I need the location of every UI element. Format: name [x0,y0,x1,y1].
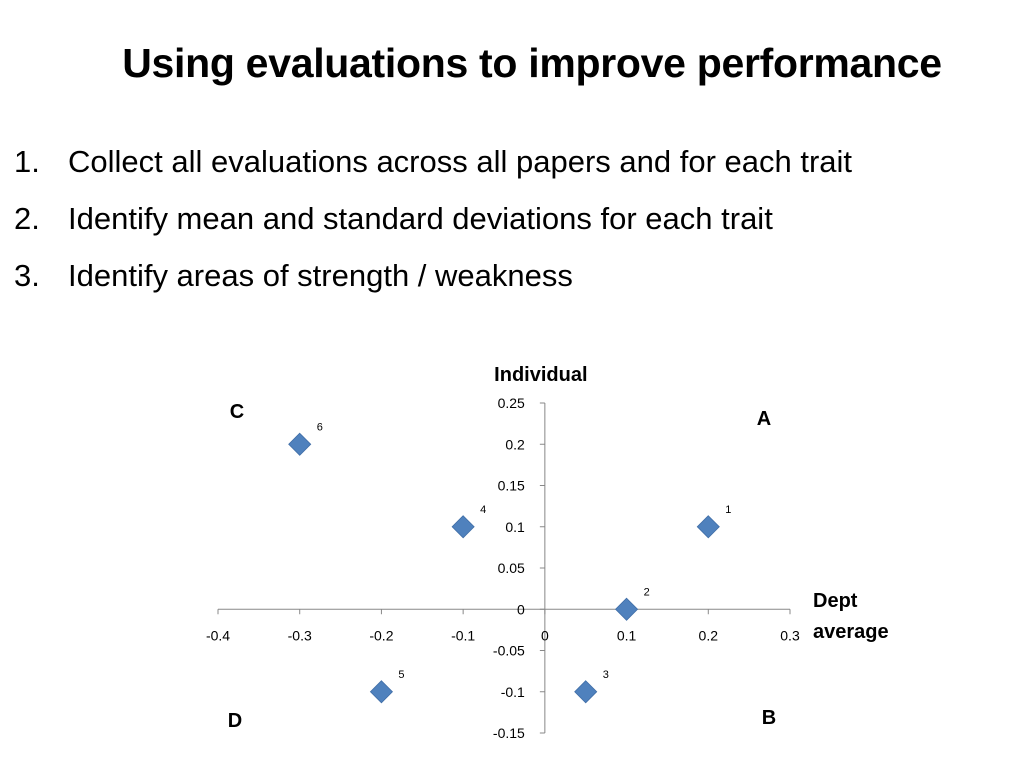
data-point-1 [696,515,720,539]
y-tick-label: -0.1 [501,684,525,700]
bullet-item: 1. Collect all evaluations across all pa… [14,140,852,197]
y-tick-label: 0.2 [505,436,525,452]
x-tick-label: 0.1 [617,627,637,643]
x-tick-label: 0.2 [699,627,719,643]
data-label-4: 4 [480,504,486,516]
y-tick-label: 0.1 [505,519,525,535]
data-point-3 [574,680,598,704]
data-point-6 [288,432,312,456]
bullet-text: Identify mean and standard deviations fo… [68,201,773,236]
data-label-2: 2 [644,586,650,598]
bullet-number: 2. [14,201,40,236]
x-tick-label: -0.3 [288,627,312,643]
x-axis-title-line: Dept [813,590,858,612]
bullet-number: 1. [14,144,40,179]
bullet-text: Identify areas of strength / weakness [68,258,573,293]
x-tick-label: 0.3 [780,627,800,643]
y-tick-label: -0.05 [493,643,525,659]
x-tick-label: 0 [541,627,549,643]
x-axis-title: Dept average [813,590,889,643]
data-label-1: 1 [725,504,731,516]
y-tick-label: 0.05 [498,560,525,576]
quadrant-label-d: D [228,710,242,732]
slide-title: Using evaluations to improve performance [122,40,942,86]
bullet-item: 3. Identify areas of strength / weakness [14,254,852,311]
quadrant-label-a: A [757,408,771,430]
data-label-6: 6 [317,421,323,433]
x-axis-title-line: average [813,621,889,643]
y-axis-title: Individual [494,364,587,386]
data-point-4 [451,515,475,539]
y-tick-label: 0.15 [498,478,525,494]
quadrant-label-c: C [230,401,244,423]
bullet-item: 2. Identify mean and standard deviations… [14,197,852,254]
bullet-number: 3. [14,258,40,293]
y-tick-label: -0.15 [493,725,525,741]
x-tick-label: -0.2 [369,627,393,643]
data-label-3: 3 [603,669,609,681]
data-point-2 [615,597,639,621]
y-tick-label: 0 [517,601,525,617]
data-point-5 [369,680,393,704]
x-tick-label: -0.1 [451,627,475,643]
data-label-5: 5 [398,669,404,681]
y-tick-label: 0.25 [498,395,525,411]
x-tick-label: -0.4 [206,627,230,643]
quadrant-label-b: B [762,707,776,729]
bullet-list: 1. Collect all evaluations across all pa… [14,140,852,311]
bullet-text: Collect all evaluations across all paper… [68,144,853,179]
